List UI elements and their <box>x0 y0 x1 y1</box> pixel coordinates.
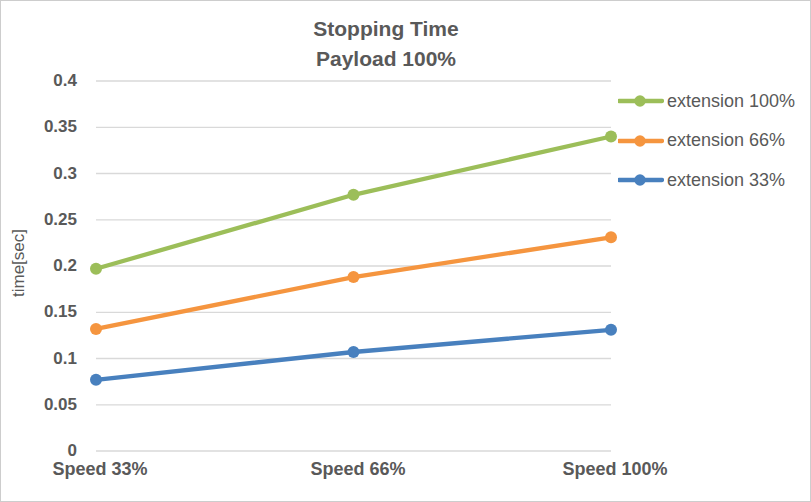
plot-area <box>1 1 811 502</box>
y-tick-label: 0.2 <box>19 254 77 278</box>
y-tick-label: 0.4 <box>19 69 77 93</box>
x-tick-label: Speed 33% <box>10 457 190 481</box>
legend-marker-icon <box>618 134 664 148</box>
legend-dot <box>634 135 645 146</box>
y-tick-label: 0.3 <box>19 162 77 186</box>
legend-item-extension-100: extension 100% <box>618 89 795 113</box>
data-point-extension-33 <box>90 374 102 386</box>
chart-frame: Stopping Time Payload 100% time[sec] 00.… <box>0 0 811 502</box>
y-tick-label: 0.35 <box>19 115 77 139</box>
data-point-extension-33 <box>348 346 360 358</box>
data-point-extension-66 <box>605 231 617 243</box>
data-point-extension-66 <box>348 271 360 283</box>
data-point-extension-33 <box>605 324 617 336</box>
legend-item-extension-66: extension 66% <box>618 129 785 153</box>
legend-dot <box>634 174 645 185</box>
x-tick-label: Speed 100% <box>525 457 705 481</box>
legend-label: extension 33% <box>667 170 785 191</box>
data-point-extension-100 <box>605 131 617 143</box>
y-tick-label: 0.05 <box>19 393 77 417</box>
y-tick-label: 0.15 <box>19 300 77 324</box>
legend-label: extension 66% <box>667 130 785 151</box>
y-tick-label: 0.25 <box>19 208 77 232</box>
legend-marker-icon <box>618 173 664 187</box>
legend-item-extension-33: extension 33% <box>618 168 785 192</box>
legend-dot <box>634 95 645 106</box>
legend-marker-icon <box>618 94 664 108</box>
data-point-extension-100 <box>348 189 360 201</box>
legend-label: extension 100% <box>667 91 795 112</box>
y-tick-label: 0.1 <box>19 347 77 371</box>
data-point-extension-100 <box>90 263 102 275</box>
x-tick-label: Speed 66% <box>268 457 448 481</box>
data-point-extension-66 <box>90 323 102 335</box>
